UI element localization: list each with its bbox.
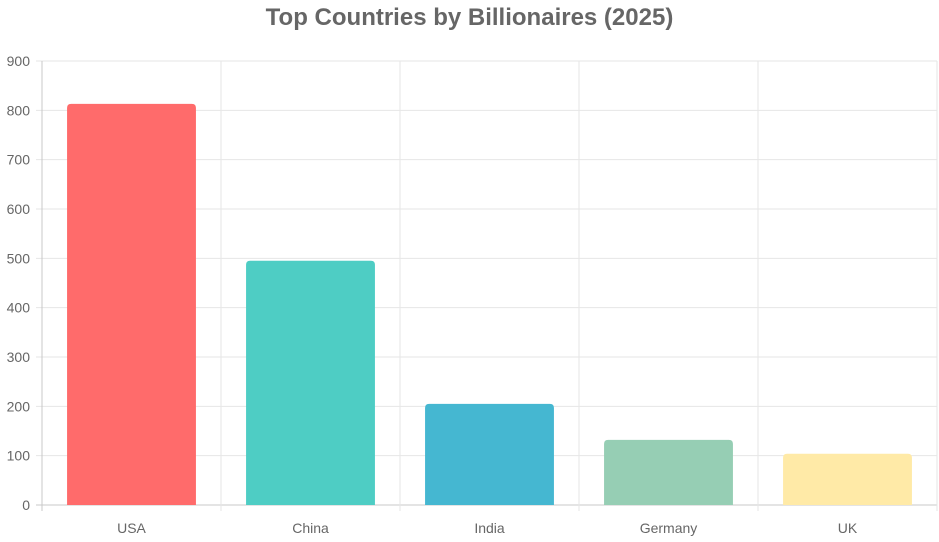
x-tick-label: India [474,520,505,536]
bar-germany[interactable] [604,439,733,505]
chart-title: Top Countries by Billionaires (2025) [265,4,674,31]
bar-usa[interactable] [67,103,196,506]
y-tick-label: 800 [7,102,31,118]
x-tick-label: UK [838,520,858,536]
y-tick-label: 700 [7,152,31,168]
y-tick-label: 500 [7,250,31,266]
bar-uk[interactable] [783,453,912,505]
y-tick-label: 900 [7,53,31,69]
bar-india[interactable] [425,403,554,505]
y-tick-label: 300 [7,349,31,365]
y-tick-label: 100 [7,448,31,464]
x-tick-label: Germany [640,520,698,536]
x-tick-label: China [292,520,329,536]
y-tick-label: 400 [7,300,31,316]
x-tick-label: USA [117,520,146,536]
y-tick-label: 0 [22,497,30,513]
y-tick-label: 600 [7,201,31,217]
bar-china[interactable] [246,260,375,505]
y-tick-label: 200 [7,398,31,414]
